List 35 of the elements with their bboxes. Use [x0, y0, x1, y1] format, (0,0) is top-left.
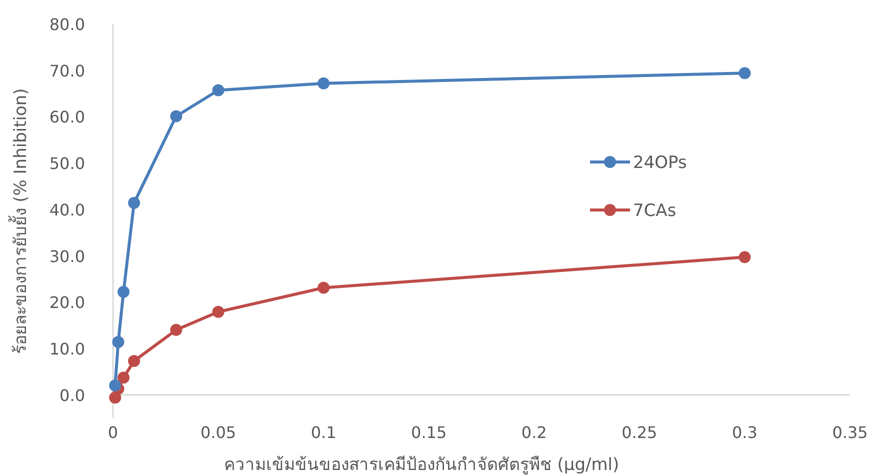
- point: [170, 110, 182, 122]
- x-tick-label: 0.05: [200, 423, 236, 442]
- point: [128, 196, 140, 209]
- y-tick-label: 40.0: [49, 200, 85, 220]
- x-axis-title: ความเข้มข้นของสารเคมีป้องกันกำจัดศัตรูพืช (µg/ml): [224, 455, 620, 475]
- legend-label: 7CAs: [633, 201, 676, 221]
- point: [109, 380, 122, 392]
- x-tick-label: 0: [108, 423, 118, 442]
- y-tick-label: 20.0: [49, 293, 85, 312]
- x-tick-label: 0.35: [832, 423, 868, 442]
- y-tick-label: 10.0: [49, 339, 85, 358]
- y-tick-label: 80.0: [49, 15, 85, 34]
- point: [212, 306, 224, 318]
- y-axis-title: ร้อยละของการยับยั้ง (% Inhibition): [8, 88, 31, 354]
- y-tick-label: 30.0: [49, 246, 85, 266]
- point: [118, 286, 130, 298]
- y-tick-label: 0.0: [60, 386, 85, 405]
- x-tick-label: 0.3: [732, 423, 758, 442]
- x-tick-label: 0.25: [622, 423, 658, 442]
- legend-label: 24OPs: [633, 153, 687, 173]
- y-tick-label: 50.0: [49, 154, 85, 174]
- x-tick-label: 0.15: [411, 423, 447, 442]
- x-tick-label: 0.1: [310, 423, 336, 442]
- point: [118, 372, 130, 384]
- point: [212, 84, 224, 96]
- x-tick-label: 0.2: [521, 423, 547, 442]
- point: [318, 77, 330, 90]
- point: [738, 67, 751, 80]
- point: [112, 336, 124, 348]
- y-tick-label: 60.0: [49, 108, 85, 127]
- point: [738, 251, 751, 264]
- point: [318, 282, 330, 294]
- y-tick-label: 70.0: [49, 61, 85, 80]
- point: [128, 354, 140, 367]
- point: [170, 324, 182, 336]
